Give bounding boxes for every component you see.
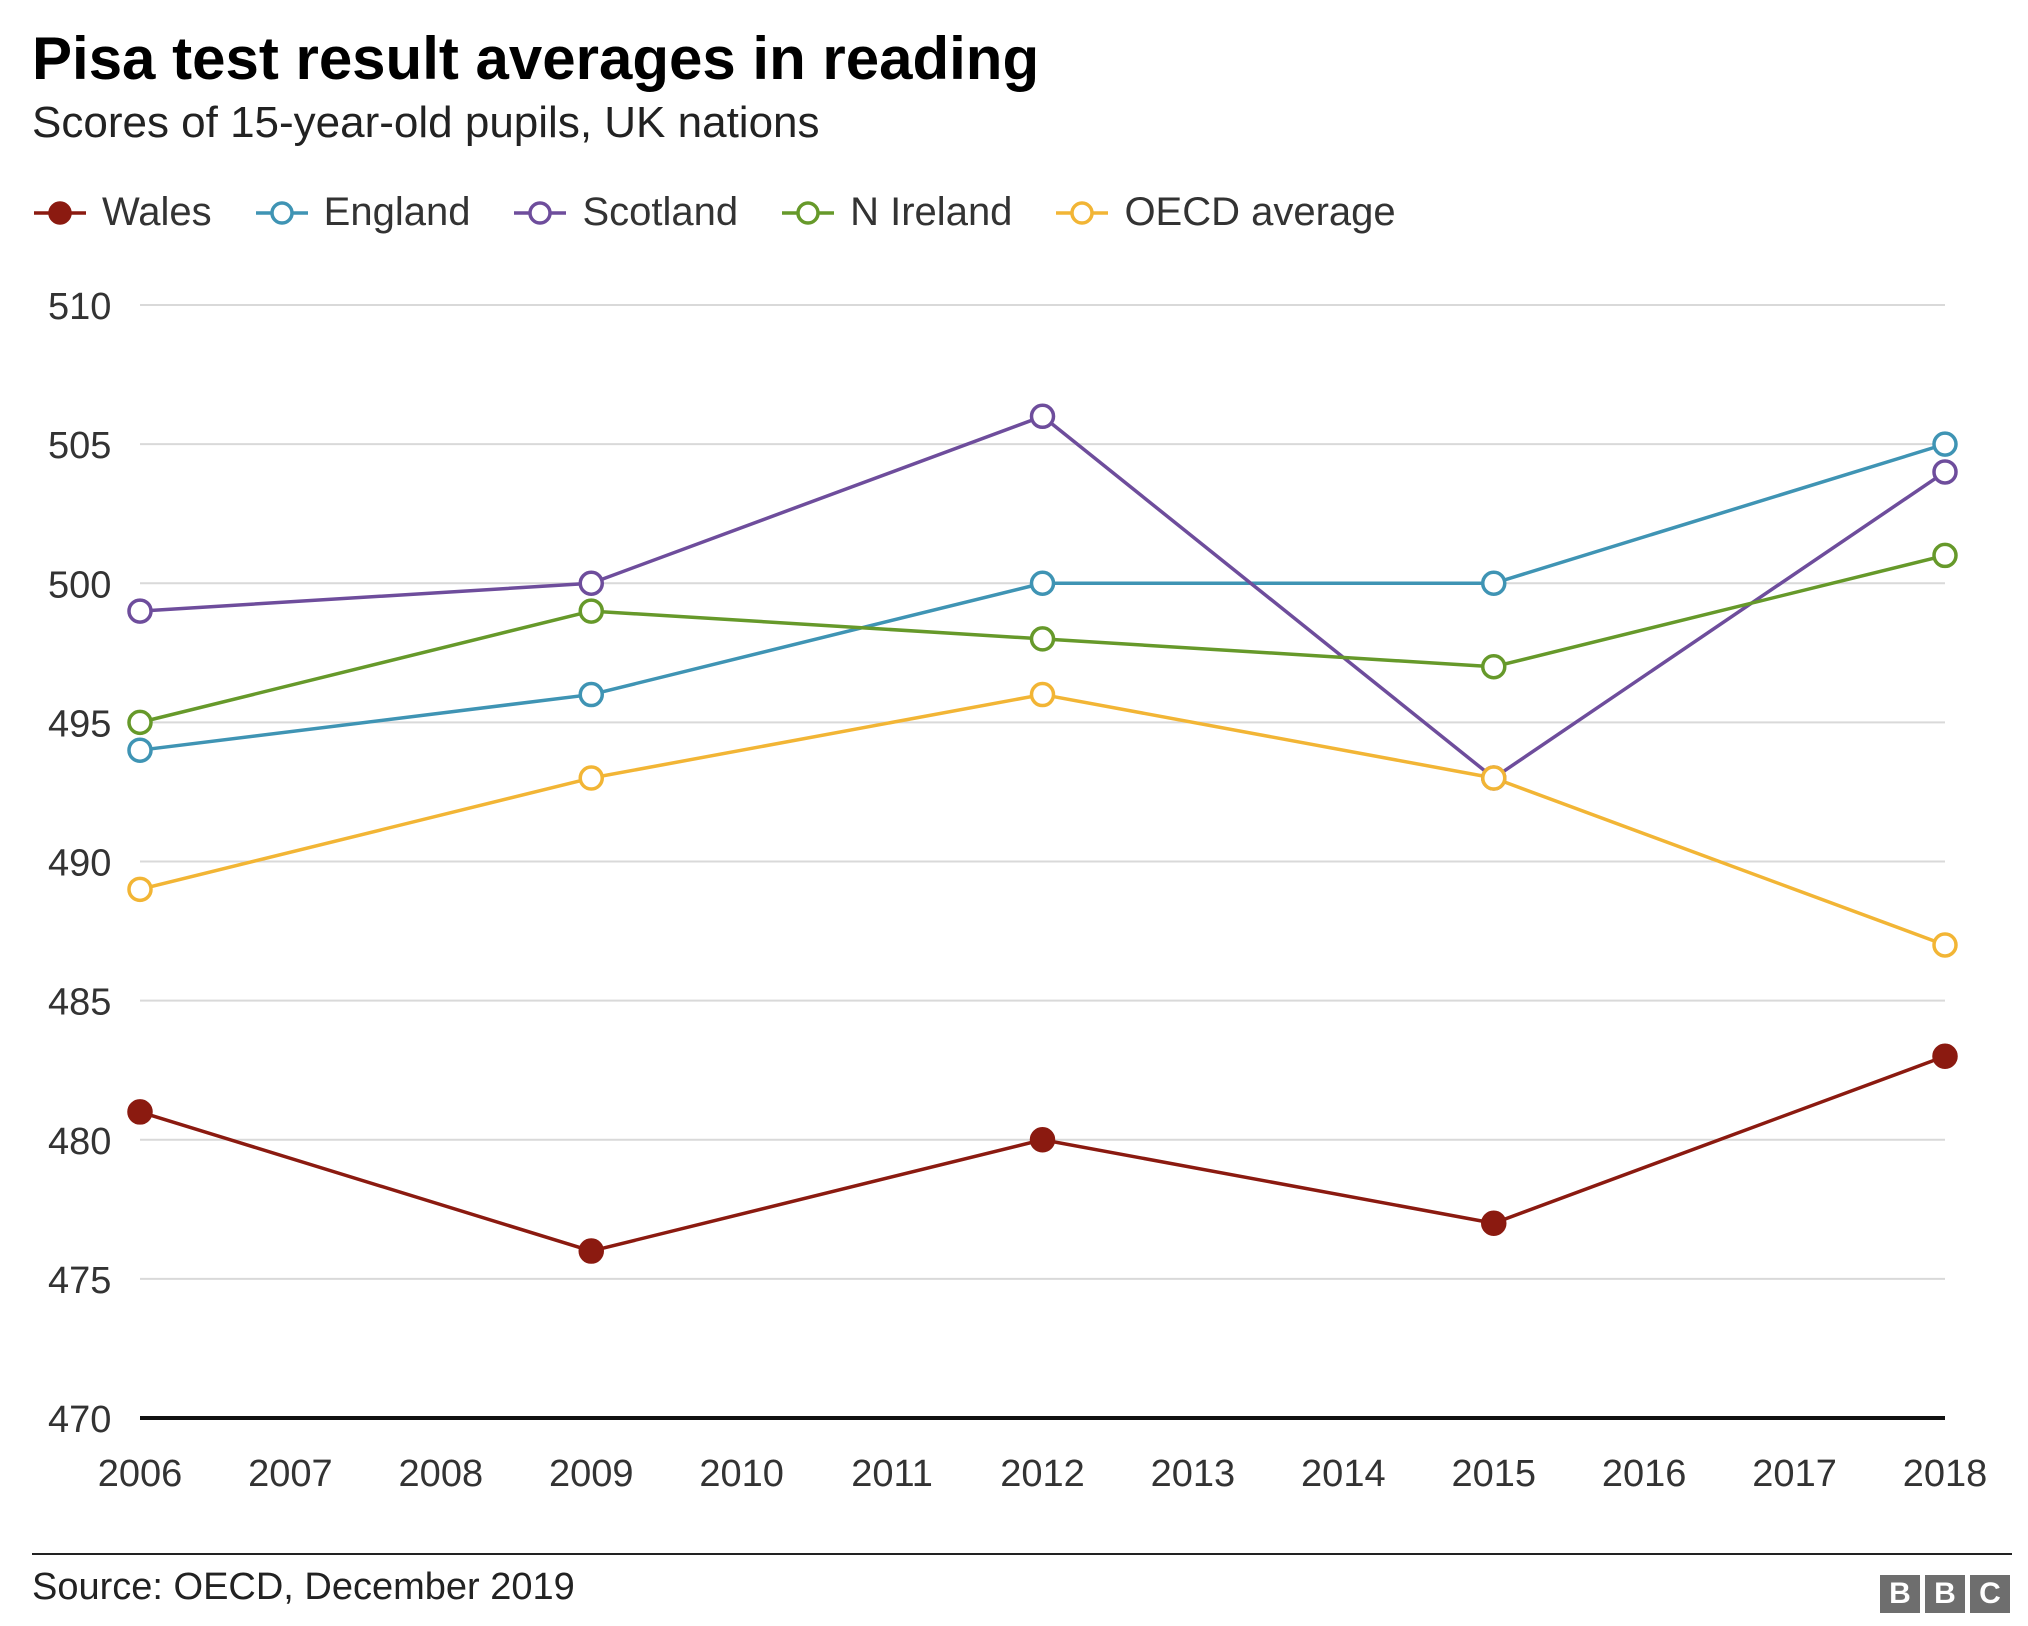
legend-marker-icon [782, 200, 835, 225]
y-tick-label: 475 [48, 1260, 111, 1302]
data-point-scotland [1932, 459, 1958, 485]
x-tick-label: 2016 [1602, 1453, 1687, 1495]
y-tick-label: 480 [48, 1121, 111, 1163]
legend-item-wales: Wales [32, 190, 212, 235]
data-point-n-ireland [1029, 626, 1056, 652]
y-tick-label: 495 [48, 703, 111, 745]
data-point-n-ireland [1932, 542, 1958, 569]
legend-label: N Ireland [850, 190, 1013, 234]
legend-marker-icon [1056, 200, 1109, 225]
legend-label: England [323, 190, 471, 234]
x-tick-label: 2011 [851, 1453, 933, 1495]
y-tick-label: 485 [48, 982, 111, 1024]
x-tick-label: 2008 [399, 1453, 484, 1495]
series-line-wales [139, 1054, 1946, 1253]
chart-subtitle: Scores of 15-year-old pupils, UK nations [32, 98, 820, 147]
logo-letter-b1: B [1880, 1575, 1920, 1613]
series-line-scotland [139, 414, 1946, 780]
data-point-oecd-average [1029, 681, 1056, 708]
x-tick-label: 2017 [1752, 1453, 1837, 1495]
y-tick-label: 470 [48, 1399, 111, 1441]
data-point-n-ireland [127, 709, 153, 736]
line-chart: 470 475 480 485 490 495 500 505 510 2006 2007 2008 2… [48, 286, 1988, 1495]
data-point-scotland [1029, 403, 1056, 430]
data-point-wales [1932, 1043, 1958, 1070]
data-point-oecd-average [1481, 765, 1507, 791]
legend-label: OECD average [1124, 190, 1396, 234]
data-point-scotland [578, 570, 604, 596]
data-point-n-ireland [1481, 653, 1507, 680]
logo-letter-b2: B [1925, 1575, 1965, 1613]
x-tick-label: 2006 [98, 1453, 183, 1495]
legend-label: Wales [102, 190, 212, 234]
x-tick-label: 2009 [549, 1453, 634, 1495]
logo-letter-c: C [1970, 1575, 2010, 1613]
legend-item-england: England [254, 190, 471, 235]
source-note: Source: OECD, December 2019 [32, 1566, 575, 1608]
x-tick-label: 2010 [699, 1453, 784, 1495]
data-point-england [1932, 431, 1958, 457]
legend-item-scotland: Scotland [512, 190, 738, 235]
x-tick-label: 2012 [1000, 1453, 1085, 1495]
y-tick-label: 500 [48, 564, 111, 606]
legend-marker-icon [255, 200, 308, 225]
series-line-oecd-average [139, 692, 1946, 947]
data-point-wales [1481, 1210, 1507, 1236]
data-point-wales [127, 1099, 153, 1125]
data-point-england [578, 681, 604, 708]
x-tick-label: 2014 [1301, 1453, 1386, 1495]
legend-label: Scotland [582, 190, 739, 234]
x-tick-label: 2015 [1451, 1453, 1536, 1495]
data-point-england [1029, 570, 1056, 596]
data-point-england [1481, 570, 1507, 596]
y-tick-label: 510 [48, 286, 111, 328]
y-tick-label: 505 [48, 425, 111, 467]
legend-item-oecd-average: OECD average [1054, 190, 1396, 235]
x-tick-label: 2013 [1151, 1453, 1236, 1495]
data-point-oecd-average [127, 876, 153, 903]
bbc-logo: B B C [1875, 1575, 2010, 1613]
legend-marker-icon [514, 200, 567, 225]
data-point-scotland [127, 598, 153, 624]
legend-item-n-ireland: N Ireland [780, 190, 1012, 235]
data-point-england [127, 737, 153, 763]
x-tick-label: 2018 [1903, 1453, 1988, 1495]
data-point-wales [578, 1238, 604, 1264]
y-tick-label: 490 [48, 843, 111, 885]
data-point-wales [1029, 1127, 1056, 1153]
x-tick-label: 2007 [248, 1453, 333, 1495]
chart-legend: Wales England Scotland N Ireland OECD averag… [32, 190, 1438, 235]
data-point-n-ireland [578, 598, 604, 624]
chart-title: Pisa test result averages in reading [32, 25, 1040, 92]
data-point-oecd-average [578, 765, 604, 791]
footer-divider [32, 1553, 2012, 1555]
legend-marker-icon [34, 200, 86, 225]
data-point-oecd-average [1932, 932, 1958, 958]
